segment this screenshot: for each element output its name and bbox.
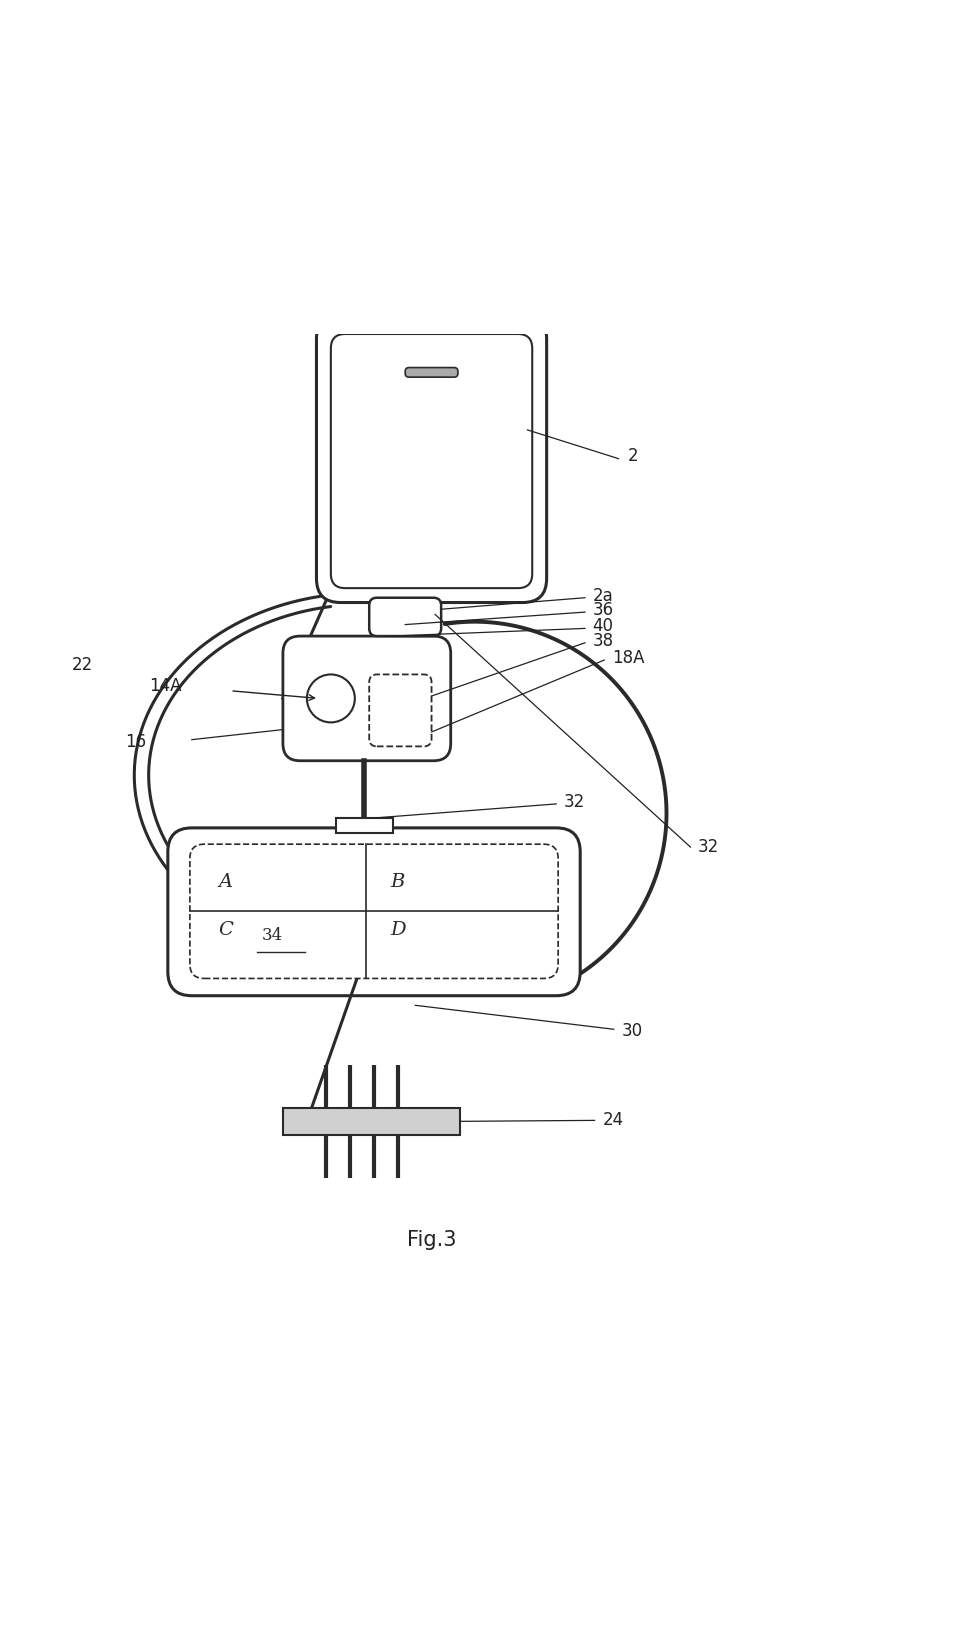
FancyBboxPatch shape	[369, 675, 432, 747]
Text: 24: 24	[602, 1111, 623, 1129]
FancyBboxPatch shape	[283, 636, 451, 761]
Text: 2a: 2a	[593, 587, 614, 605]
Text: 32: 32	[698, 838, 719, 856]
Text: 34: 34	[262, 927, 283, 944]
FancyBboxPatch shape	[331, 334, 532, 587]
Text: Fig.3: Fig.3	[407, 1230, 456, 1250]
Text: 18A: 18A	[612, 649, 644, 667]
Text: B: B	[390, 874, 405, 892]
FancyBboxPatch shape	[190, 844, 558, 978]
Text: C: C	[219, 921, 234, 939]
FancyBboxPatch shape	[369, 597, 441, 636]
Text: 30: 30	[621, 1022, 643, 1040]
Text: 14A: 14A	[149, 677, 181, 695]
Text: 40: 40	[593, 618, 614, 636]
Text: A: A	[219, 874, 233, 892]
Bar	[336, 818, 393, 833]
Text: 22: 22	[72, 656, 93, 674]
Text: 32: 32	[564, 792, 585, 810]
Bar	[283, 1108, 460, 1134]
FancyBboxPatch shape	[316, 314, 547, 602]
Text: 16: 16	[125, 732, 146, 750]
Text: 38: 38	[593, 631, 614, 649]
FancyBboxPatch shape	[406, 368, 458, 377]
Text: 36: 36	[593, 602, 614, 620]
Text: D: D	[390, 921, 406, 939]
FancyBboxPatch shape	[168, 828, 580, 996]
Text: 2: 2	[628, 447, 639, 465]
